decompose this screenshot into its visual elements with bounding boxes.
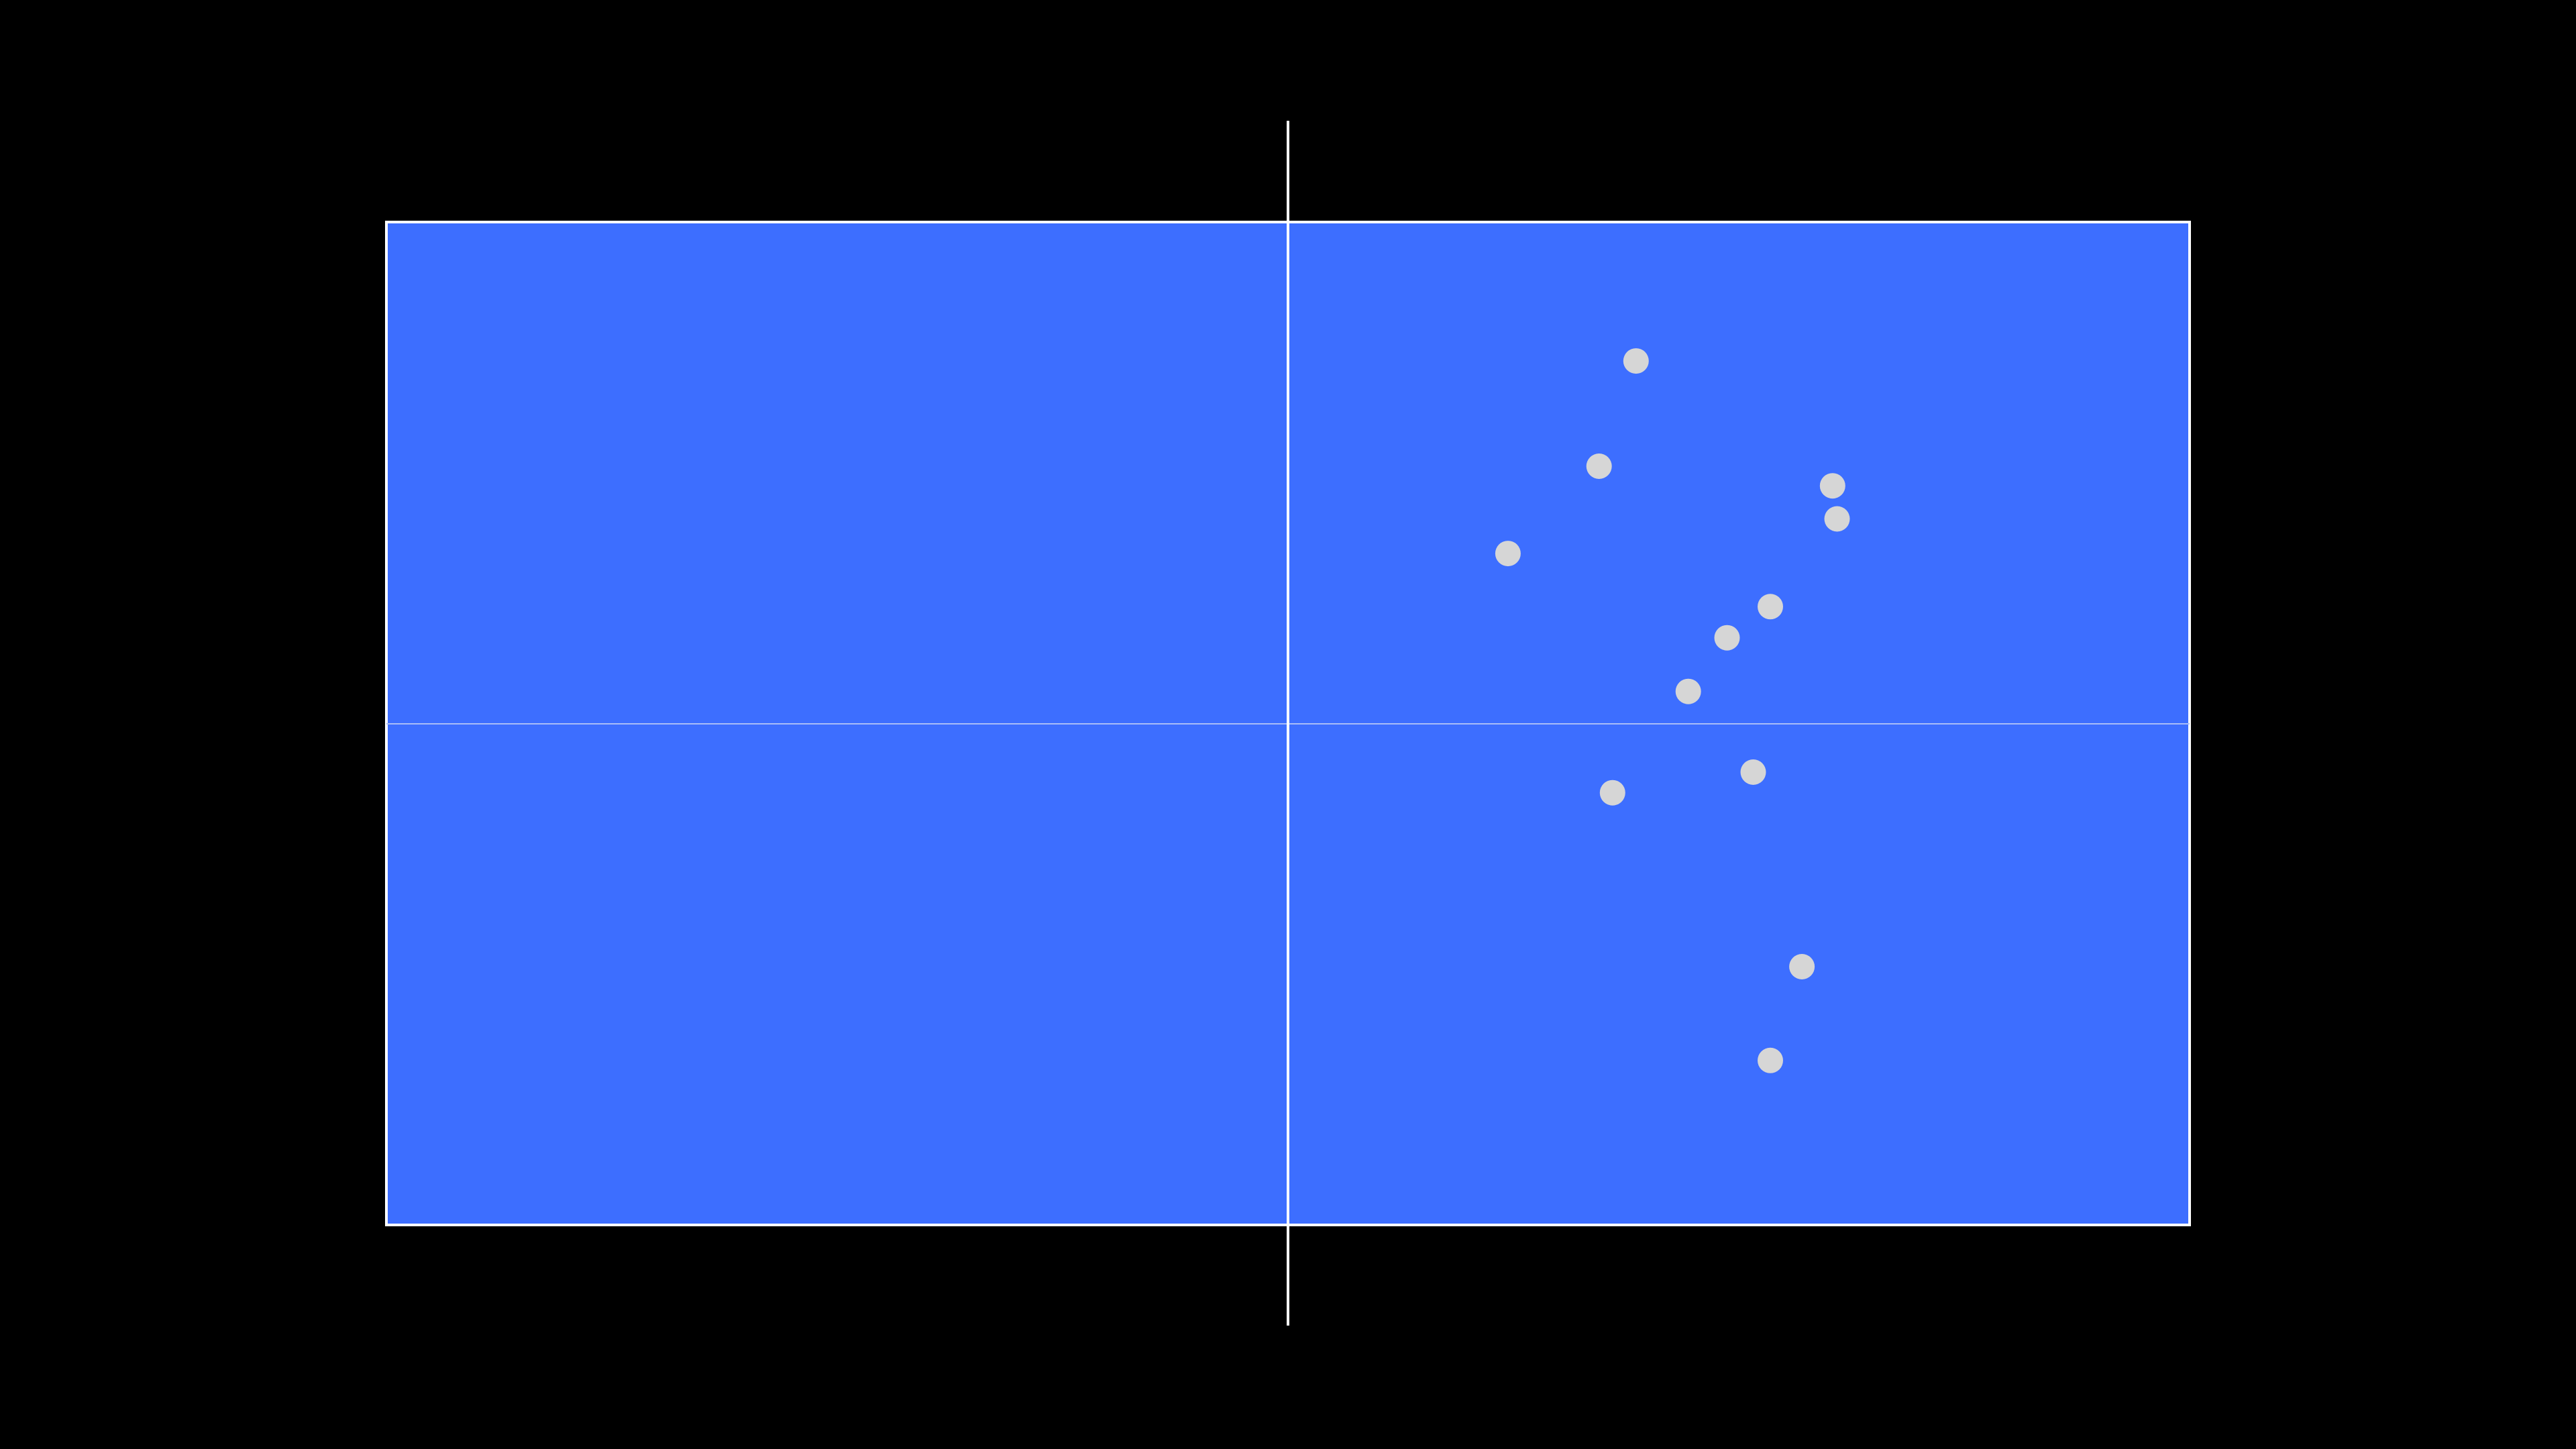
marker-5[interactable] (1495, 541, 1521, 567)
marker-12[interactable] (1758, 1047, 1783, 1073)
marker-8[interactable] (1675, 678, 1701, 704)
markers-layer (1495, 348, 1850, 1073)
marker-3[interactable] (1819, 473, 1845, 499)
marker-9[interactable] (1740, 759, 1766, 785)
marker-7[interactable] (1714, 625, 1740, 651)
marker-4[interactable] (1824, 506, 1850, 532)
marker-2[interactable] (1586, 453, 1612, 479)
marker-6[interactable] (1758, 594, 1783, 620)
marker-10[interactable] (1599, 780, 1625, 806)
marker-1[interactable] (1623, 348, 1649, 374)
marker-11[interactable] (1789, 954, 1815, 979)
